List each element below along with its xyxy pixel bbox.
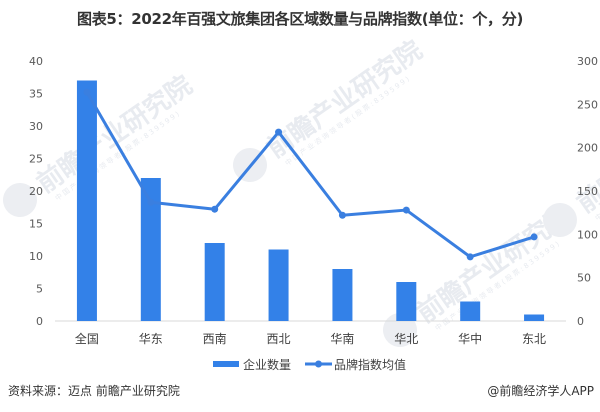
credit-note: @前瞻经济学人APP [487,384,594,398]
x-category-label: 华南 [330,331,354,346]
left-axis-tick: 0 [36,315,43,328]
x-category-label: 东北 [522,332,546,346]
line-series [83,88,538,261]
line-marker-华南 [338,211,346,219]
line-marker-华东 [147,198,155,206]
right-axis-tick: 150 [577,185,598,198]
line-marker-华中 [466,253,474,261]
left-axis-tick: 40 [29,55,43,68]
left-y-axis: 0 5 10 15 20 25 30 35 40 [29,55,43,328]
line-marker-华北 [402,206,410,214]
source-note: 资料来源：迈点 前瞻产业研究院 [8,384,180,398]
watermark-logo-icon [3,183,37,217]
line-path [85,91,535,259]
bar-东北 [524,314,545,321]
x-category-label: 西南 [203,331,227,346]
watermark-logo-icon [543,203,577,237]
right-axis-tick: 100 [577,228,598,241]
bar-全国 [76,80,97,321]
x-category-label: 西北 [267,332,291,346]
watermark-text: 前瞻产业研究院 [31,70,198,200]
bar-西南 [204,243,225,321]
left-axis-tick: 35 [29,88,43,101]
right-axis-tick: 50 [577,272,591,285]
right-axis-tick: 200 [577,142,598,155]
line-marker-全国 [83,88,91,96]
bar-华东 [140,178,161,321]
legend-label-bar: 企业数量 [243,357,291,372]
bar-华北 [396,282,417,321]
right-y-axis: 0 50 100 150 200 250 300 [577,55,598,328]
bar-series [76,80,545,321]
line-marker-西南 [211,205,219,213]
bar-华中 [460,301,481,321]
bar-华南 [332,269,353,321]
legend: 企业数量 品牌指数均值 [213,357,406,372]
right-axis-tick: 300 [577,55,598,68]
legend-bar-swatch-icon [213,361,239,367]
x-category-label: 华中 [458,331,482,346]
left-axis-tick: 5 [36,283,43,296]
x-axis-categories: 全国 华东 西南 西北 华南 华北 华中 东北 [75,331,546,346]
left-axis-tick: 25 [29,153,43,166]
chart-title: 图表5：2022年百强文旅集团各区域数量与品牌指数(单位：个，分) [77,10,523,28]
x-category-label: 华东 [139,332,163,346]
line-marker-东北 [530,233,538,241]
left-axis-tick: 30 [29,120,43,133]
line-marker-西北 [275,128,283,136]
legend-label-line: 品牌指数均值 [334,357,406,372]
left-axis-tick: 20 [29,185,43,198]
left-axis-tick: 15 [29,218,43,231]
watermark-text: 前瞻产业研究院 [261,35,428,165]
x-category-label: 全国 [75,331,99,346]
bar-西北 [268,249,289,321]
left-axis-tick: 10 [29,250,43,263]
x-category-label: 华北 [394,332,418,346]
right-axis-tick: 250 [577,98,598,111]
legend-line-marker-icon [315,360,322,368]
right-axis-tick: 0 [577,315,584,328]
